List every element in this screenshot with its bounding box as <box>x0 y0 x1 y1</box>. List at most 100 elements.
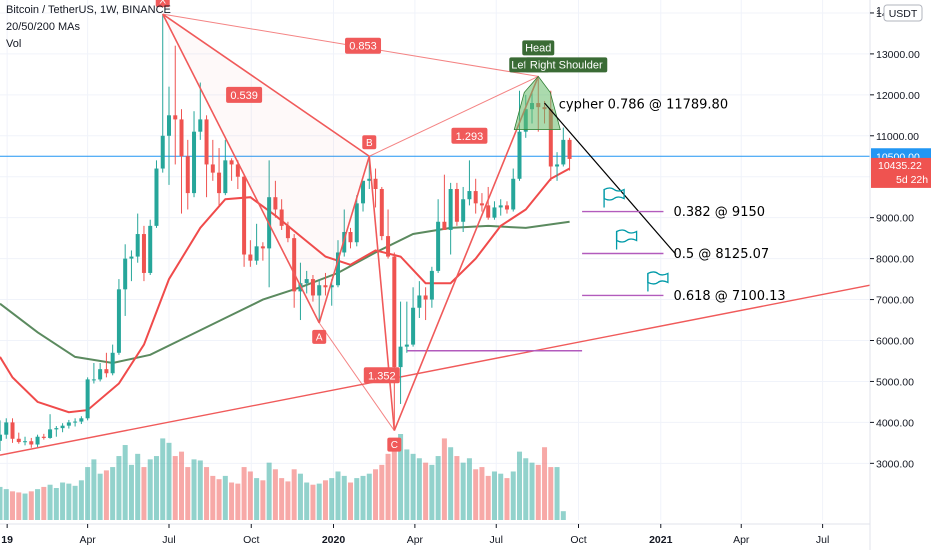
candle-body <box>454 189 459 222</box>
candle-body <box>310 279 315 296</box>
volume-layer <box>0 434 566 520</box>
volume-bar <box>66 483 72 520</box>
volume-bar <box>466 458 472 520</box>
candle-body <box>16 438 21 443</box>
candle-body <box>185 156 190 194</box>
candle-body <box>98 369 103 380</box>
candle-body <box>129 256 134 259</box>
projection-line <box>544 102 677 255</box>
pattern-ratio-leg-ac <box>318 322 395 431</box>
candle-body <box>467 191 472 200</box>
y-tick-label: 12000.00 <box>876 90 920 102</box>
candle-body <box>317 285 322 296</box>
candle-body <box>567 139 572 159</box>
pattern-point-b-badge <box>362 135 377 150</box>
volume-bar <box>191 459 197 520</box>
volume-bar <box>172 456 178 520</box>
volume-bar <box>335 471 341 520</box>
volume-bar <box>141 467 147 520</box>
right-shoulder-badge <box>525 57 608 73</box>
y-tick-label: 11000.00 <box>876 131 919 143</box>
volume-bar <box>103 470 109 520</box>
candle-body <box>41 436 46 438</box>
volume-bar <box>222 475 228 520</box>
candle-body <box>29 441 34 445</box>
volume-bar <box>3 489 9 520</box>
volume-bar <box>272 469 278 520</box>
pattern-leg-ab <box>318 156 371 324</box>
candle-body <box>79 418 84 422</box>
fib-level-label: 0.618 @ 7100.13 <box>673 289 785 304</box>
x-tick-label: Apr <box>79 534 96 546</box>
volume-bar <box>241 467 247 520</box>
candle-body <box>548 109 553 167</box>
candle-body <box>73 421 78 423</box>
volume-bar <box>354 478 360 520</box>
candle-body <box>285 225 290 239</box>
ratio-badge <box>226 86 263 103</box>
candle-body <box>0 434 2 441</box>
volume-bar <box>366 473 372 520</box>
ratio-label: 0.539 <box>230 90 258 102</box>
volume-bar <box>153 456 159 520</box>
volume-bar <box>448 447 454 520</box>
ma-50-line <box>0 220 570 365</box>
volume-bar <box>254 478 260 520</box>
volume-bar <box>229 482 235 520</box>
volume-bar <box>304 482 310 520</box>
volume-bar <box>116 456 122 520</box>
volume-bar <box>53 488 59 520</box>
pattern-leg-cd <box>393 76 540 431</box>
candle-body <box>329 285 334 288</box>
volume-bar <box>197 460 203 520</box>
pattern-point-x-badge <box>155 0 170 8</box>
ratio-badge <box>451 127 488 144</box>
volume-bar <box>260 480 266 520</box>
volume-bar <box>266 462 272 520</box>
candle-body <box>48 429 53 438</box>
candle-body <box>292 238 297 292</box>
volume-bar <box>410 453 416 520</box>
candle-body <box>192 131 197 194</box>
candle-body <box>304 279 309 284</box>
pattern-point-c-badge <box>387 437 402 452</box>
volume-bar <box>435 456 441 520</box>
flag-cloth <box>647 271 669 285</box>
candle-body <box>173 115 178 120</box>
flag-cloth <box>603 187 625 201</box>
x-tick-label: Jul <box>816 534 829 546</box>
volume-bar <box>535 464 541 520</box>
currency-badge-label: USDT <box>889 8 918 20</box>
candle-body <box>123 258 128 290</box>
candle-body <box>411 307 416 345</box>
close-price-tag-label: 10435.22 <box>878 160 922 172</box>
candle-body <box>254 246 259 261</box>
candle-body <box>242 176 247 255</box>
candle-body <box>273 197 278 210</box>
volume-bar <box>128 464 134 520</box>
candle-body <box>492 207 497 218</box>
annotations-layer: cypher 0.786 @ 11789.80 0.382 @ 9150 0.5 @… <box>559 97 786 304</box>
candle-body <box>10 422 15 439</box>
volume-bar <box>322 480 328 520</box>
volume-bar <box>78 480 84 520</box>
volume-bar <box>235 483 241 520</box>
x-tick-label: Jul <box>490 534 503 546</box>
candle-body <box>116 289 121 353</box>
volume-bar <box>491 471 497 520</box>
volume-bar <box>504 478 510 520</box>
bar-countdown-label: 5d 22h <box>896 174 928 186</box>
volume-bar <box>560 511 566 520</box>
y-tick-label-top: 1 <box>876 5 882 17</box>
volume-bar <box>28 491 34 520</box>
volume-bar <box>166 442 172 520</box>
candle-body <box>104 369 109 374</box>
volume-bar <box>360 475 366 520</box>
candle-body <box>398 346 403 368</box>
volume-bar <box>160 438 166 520</box>
volume-bar <box>529 462 535 520</box>
candle-body <box>448 189 453 230</box>
candle-body <box>498 205 503 208</box>
